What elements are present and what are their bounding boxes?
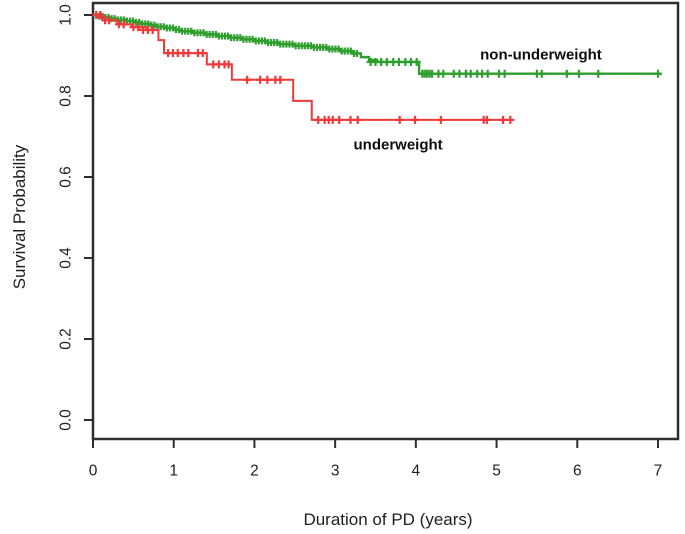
x-tick-label: 1 (169, 463, 178, 480)
y-tick-label: 0.8 (58, 85, 75, 107)
x-tick-label: 7 (654, 463, 663, 480)
y-tick-label: 1.0 (58, 4, 75, 26)
x-tick-label: 2 (250, 463, 259, 480)
y-tick-label: 0.6 (58, 166, 75, 188)
y-tick-label: 0.0 (58, 409, 75, 431)
x-tick-label: 3 (331, 463, 340, 480)
series-label-underweight: underweight (353, 136, 443, 154)
x-tick-label: 4 (412, 463, 421, 480)
y-axis-title: Survival Probability (10, 144, 29, 290)
x-axis-ticks: 0 1 2 3 4 5 6 7 (89, 439, 663, 480)
x-axis-title: Duration of PD (years) (303, 510, 473, 529)
censor-marks-non-underweight (92, 11, 662, 78)
survival-curve-non-underweight (93, 13, 661, 75)
series-label-non-underweight: non-underweight (480, 46, 602, 64)
x-tick-label: 0 (89, 463, 98, 480)
y-tick-label: 0.4 (58, 247, 75, 269)
x-tick-label: 5 (492, 463, 501, 480)
y-tick-label: 0.2 (58, 328, 75, 350)
plot-box (91, 1, 680, 441)
x-tick-label: 6 (573, 463, 582, 480)
censor-marks-underweight (92, 11, 515, 124)
y-axis-ticks: 0.0 0.2 0.4 0.6 0.8 1.0 (58, 4, 93, 431)
